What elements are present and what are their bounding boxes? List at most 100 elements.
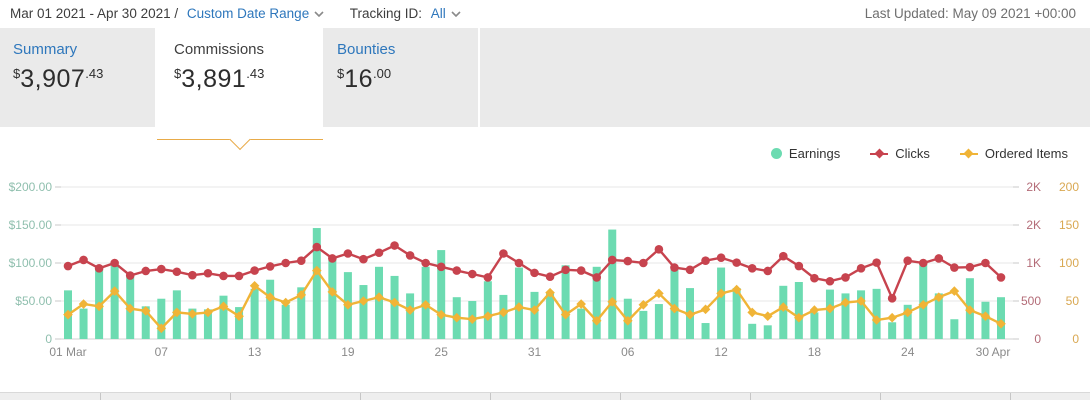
clicks-point[interactable] (172, 267, 182, 277)
clicks-point[interactable] (950, 263, 959, 272)
timeline-range-slider[interactable] (0, 392, 1090, 400)
ordered-items-point[interactable] (685, 309, 695, 320)
clicks-point[interactable] (203, 268, 213, 278)
clicks-point[interactable] (188, 270, 197, 280)
clicks-point[interactable] (592, 273, 601, 282)
ordered-items-point[interactable] (545, 287, 555, 298)
clicks-point[interactable] (685, 265, 695, 275)
ordered-items-point[interactable] (871, 315, 882, 325)
clicks-point[interactable] (561, 265, 570, 275)
clicks-point[interactable] (452, 266, 462, 275)
clicks-point[interactable] (934, 254, 944, 263)
earnings-bar[interactable] (235, 307, 244, 339)
ordered-items-point[interactable] (856, 296, 866, 306)
clicks-point[interactable] (405, 251, 415, 260)
ordered-items-point[interactable] (762, 311, 773, 322)
clicks-point[interactable] (965, 262, 975, 272)
ordered-items-point[interactable] (109, 286, 120, 296)
earnings-bar[interactable] (748, 323, 757, 339)
ordered-items-point[interactable] (420, 299, 431, 310)
earnings-bar[interactable] (530, 291, 539, 339)
ordered-items-point[interactable] (747, 307, 758, 318)
tracking-id-dropdown[interactable]: All (430, 6, 446, 21)
ordered-items-point[interactable] (343, 299, 353, 310)
earnings-clicks-ordered-chart[interactable]: $200.00 2K 200 $150.00 2K 150 $100.00 1K 100 $50.… (0, 170, 1090, 390)
earnings-bar[interactable] (763, 325, 772, 339)
earnings-bar[interactable] (670, 267, 679, 339)
clicks-point[interactable] (468, 269, 477, 279)
chevron-down-icon[interactable] (451, 0, 461, 28)
clicks-point[interactable] (514, 258, 524, 268)
earnings-bar[interactable] (888, 322, 897, 339)
ordered-items-point[interactable] (389, 297, 400, 308)
chevron-down-icon[interactable] (314, 0, 324, 28)
legend-item-ordered[interactable]: Ordered Items (959, 146, 1068, 161)
ordered-items-point[interactable] (187, 309, 198, 319)
ordered-items-point[interactable] (716, 288, 726, 299)
earnings-bar[interactable] (141, 306, 150, 339)
ordered-items-point[interactable] (949, 286, 960, 296)
clicks-point[interactable] (281, 258, 291, 268)
earnings-bar[interactable] (592, 266, 601, 339)
ordered-items-point[interactable] (794, 312, 804, 323)
clicks-point[interactable] (794, 261, 804, 271)
earnings-bar[interactable] (825, 289, 834, 339)
ordered-items-point[interactable] (607, 296, 618, 307)
earnings-bar[interactable] (110, 265, 119, 339)
earnings-bar[interactable] (297, 287, 306, 339)
clicks-point[interactable] (483, 273, 493, 282)
earnings-bar[interactable] (312, 228, 321, 339)
ordered-items-point[interactable] (902, 307, 913, 318)
custom-date-range-dropdown[interactable]: Custom Date Range (186, 6, 310, 21)
ordered-items-point[interactable] (280, 297, 291, 308)
ordered-items-point[interactable] (887, 312, 897, 323)
earnings-bar[interactable] (406, 293, 415, 339)
tab-commissions-selected[interactable]: Commissions $3,891.43 (157, 28, 323, 151)
earnings-bar[interactable] (79, 308, 88, 339)
clicks-point[interactable] (701, 256, 710, 266)
clicks-point[interactable] (219, 271, 228, 281)
earnings-bar[interactable] (779, 285, 788, 339)
earnings-bar[interactable] (794, 282, 803, 339)
clicks-point[interactable] (623, 256, 633, 266)
clicks-point[interactable] (359, 254, 368, 264)
earnings-bar[interactable] (328, 259, 337, 339)
ordered-items-point[interactable] (965, 305, 975, 315)
earnings-bar[interactable] (841, 293, 850, 339)
clicks-point[interactable] (374, 248, 384, 258)
earnings-bar[interactable] (701, 323, 710, 339)
clicks-point[interactable] (390, 241, 399, 250)
earnings-bar[interactable] (608, 229, 617, 339)
earnings-bar[interactable] (717, 267, 726, 339)
clicks-point[interactable] (654, 245, 664, 254)
legend-item-earnings[interactable]: Earnings (770, 146, 840, 161)
clicks-point[interactable] (732, 258, 741, 267)
ordered-items-point[interactable] (638, 299, 649, 310)
earnings-bar[interactable] (577, 308, 586, 339)
clicks-point[interactable] (250, 266, 259, 275)
earnings-bar[interactable] (857, 290, 866, 339)
clicks-point[interactable] (918, 258, 928, 268)
clicks-point[interactable] (576, 266, 586, 275)
earnings-bar[interactable] (732, 288, 741, 339)
clicks-point[interactable] (607, 255, 617, 265)
earnings-bar[interactable] (281, 304, 290, 339)
earnings-bar[interactable] (188, 308, 197, 339)
clicks-point[interactable] (265, 262, 275, 271)
ordered-items-point[interactable] (78, 299, 89, 309)
clicks-point[interactable] (747, 264, 757, 273)
earnings-bar[interactable] (375, 266, 383, 339)
earnings-bar[interactable] (390, 275, 399, 339)
clicks-point[interactable] (421, 258, 430, 268)
ordered-items-point[interactable] (234, 311, 244, 322)
clicks-point[interactable] (157, 264, 166, 274)
ordered-items-point[interactable] (933, 292, 944, 303)
earnings-bar[interactable] (997, 297, 1005, 339)
earnings-bar[interactable] (483, 281, 492, 339)
ordered-items-point[interactable] (203, 307, 213, 318)
clicks-point[interactable] (981, 258, 990, 268)
earnings-bar[interactable] (810, 312, 819, 339)
ordered-items-point[interactable] (980, 311, 991, 322)
ordered-items-point[interactable] (529, 305, 540, 315)
earnings-bar[interactable] (546, 291, 555, 339)
